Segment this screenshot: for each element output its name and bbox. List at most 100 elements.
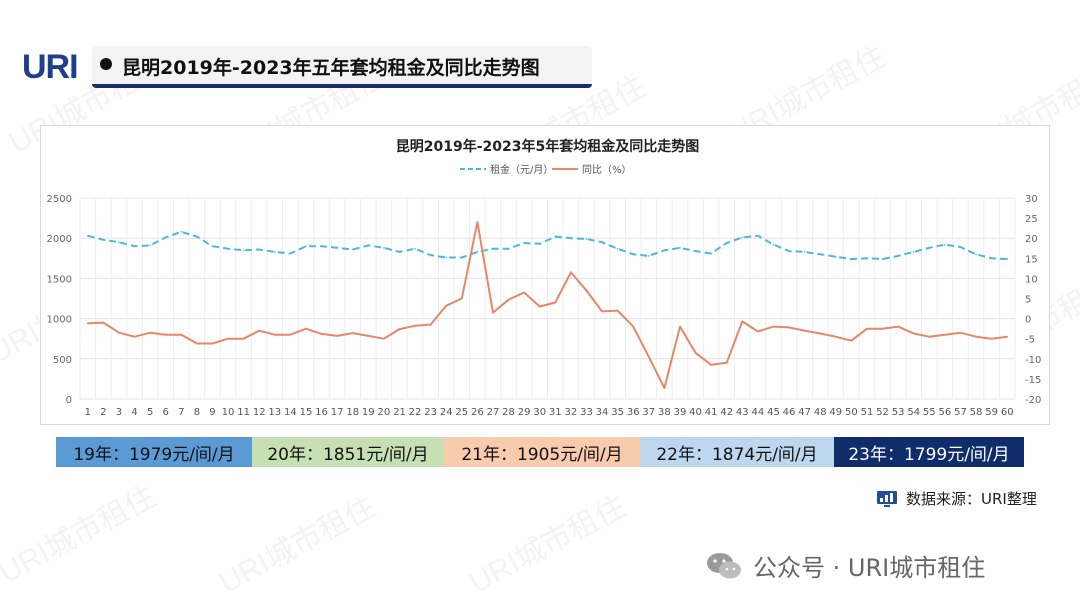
yoy-point	[710, 364, 712, 366]
yoy-point	[803, 329, 806, 332]
yoy-point	[86, 322, 89, 325]
x-tick-label: 24	[440, 407, 453, 418]
x-tick-label: 9	[209, 407, 215, 418]
x-tick-label: 44	[752, 407, 765, 418]
rent-point	[554, 235, 557, 238]
rent-point	[881, 258, 884, 260]
rent-point	[492, 247, 494, 250]
yoy-point	[180, 333, 183, 336]
yoy-point	[757, 330, 759, 333]
rent-point	[803, 251, 806, 253]
rent-point	[118, 241, 120, 244]
x-tick-label: 25	[455, 407, 468, 418]
x-tick-label: 36	[627, 407, 640, 418]
rent-point	[133, 245, 136, 248]
yoy-point	[507, 298, 510, 301]
rent-point	[632, 253, 635, 256]
x-tick-label: 59	[985, 407, 998, 418]
y-right-tick-label: 10	[1025, 274, 1038, 285]
x-tick-label: 22	[409, 407, 422, 418]
rent-point	[538, 243, 541, 245]
yoy-point	[834, 335, 837, 338]
summary-2022: 22年：1874元/间/月	[640, 437, 834, 467]
yoy-point	[975, 335, 977, 338]
x-tick-label: 60	[1001, 407, 1014, 418]
yoy-point	[912, 332, 915, 335]
x-tick-label: 14	[284, 407, 297, 418]
yoy-point	[881, 327, 884, 330]
x-tick-label: 56	[939, 407, 952, 418]
rent-point	[414, 247, 416, 250]
yoy-point	[227, 337, 229, 340]
rent-point	[336, 247, 338, 249]
yoy-point	[679, 325, 681, 328]
rent-series-line	[87, 230, 1008, 261]
x-tick-label: 13	[268, 407, 281, 418]
x-tick-label: 34	[596, 407, 609, 418]
rent-point	[1006, 258, 1009, 260]
x-tick-label: 31	[549, 407, 562, 418]
y-left-tick-label: 2000	[47, 234, 72, 245]
x-tick-label: 10	[222, 407, 235, 418]
rent-point	[975, 253, 977, 256]
x-tick-label: 50	[845, 407, 858, 418]
yoy-point	[118, 331, 120, 334]
rent-point	[570, 237, 572, 239]
yoy-point	[367, 335, 370, 337]
yoy-point	[273, 333, 276, 336]
rent-point	[320, 245, 323, 248]
title-bar: 昆明2019年-2023年五年套均租金及同比走势图	[92, 46, 592, 88]
yoy-point	[164, 333, 167, 336]
yoy-point	[492, 311, 494, 314]
rent-point	[788, 250, 790, 252]
x-tick-label: 38	[658, 407, 671, 418]
x-tick-label: 28	[502, 407, 515, 418]
yoy-point	[102, 321, 105, 324]
x-tick-label: 6	[163, 407, 169, 418]
x-tick-label: 46	[783, 407, 796, 418]
rent-point	[523, 242, 525, 244]
y-left-tick-label: 500	[53, 355, 72, 366]
rent-point	[102, 239, 105, 241]
x-tick-label: 20	[378, 407, 391, 418]
rent-point	[476, 251, 479, 253]
x-tick-label: 41	[705, 407, 718, 418]
yoy-point	[601, 310, 603, 313]
rent-point	[741, 236, 744, 239]
chart-monitor-icon	[877, 490, 897, 507]
x-tick-label: 8	[194, 407, 200, 418]
rent-point	[258, 248, 261, 251]
yoy-point	[460, 297, 463, 300]
x-tick-label: 21	[393, 407, 406, 418]
yoy-point	[616, 309, 619, 312]
x-tick-label: 52	[876, 407, 889, 418]
x-tick-label: 58	[970, 407, 983, 418]
summary-2020: 20年：1851元/间/月	[252, 437, 444, 467]
yoy-point	[725, 362, 728, 364]
yoy-point	[133, 335, 136, 338]
x-tick-label: 12	[253, 407, 266, 418]
yoy-point	[258, 329, 261, 332]
bullet-icon	[100, 58, 112, 70]
x-tick-label: 26	[471, 407, 484, 418]
x-tick-label: 1	[85, 407, 91, 418]
rent-point	[912, 251, 915, 253]
x-tick-label: 27	[487, 407, 500, 418]
rent-point	[757, 234, 759, 237]
watermark: URI城市租住	[463, 490, 632, 600]
legend-label: 同比（%）	[582, 164, 632, 176]
yoy-point	[523, 291, 525, 294]
y-right-tick-label: -5	[1025, 335, 1035, 346]
y-left-tick-label: 1000	[47, 315, 72, 326]
y-right-tick-label: 0	[1025, 315, 1031, 326]
rent-point	[866, 257, 868, 260]
rent-point	[507, 247, 510, 250]
y-right-tick-label: 25	[1025, 214, 1038, 225]
rent-point	[383, 247, 385, 249]
yoy-point	[476, 221, 479, 223]
yoy-point	[990, 337, 993, 340]
rent-point	[227, 247, 229, 250]
rent-point	[834, 255, 837, 258]
yoy-point	[398, 328, 401, 330]
x-tick-label: 7	[178, 407, 184, 418]
